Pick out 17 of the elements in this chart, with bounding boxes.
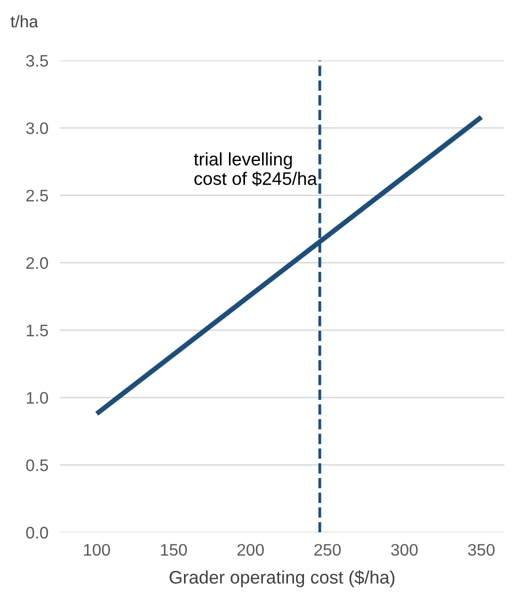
x-tick-label: 200 (238, 544, 264, 556)
x-tick-label: 100 (84, 544, 110, 556)
x-tick-label: 250 (314, 544, 341, 556)
y-tick-label: 2.0 (26, 257, 48, 269)
x-axis-title: Grader operating cost ($/ha) (170, 570, 394, 588)
ref-line-label: trial levelling cost of $245/ha (194, 152, 318, 186)
y-tick-label: 0.0 (26, 526, 48, 539)
x-tick-label: 350 (468, 544, 495, 556)
y-axis-title: t/ha (10, 15, 38, 28)
y-tick-label: 0.5 (26, 459, 48, 472)
y-tick-label: 3.0 (26, 122, 48, 134)
y-tick-label: 1.0 (26, 392, 48, 404)
x-tick-label: 300 (391, 544, 418, 556)
y-tick-label: 2.5 (26, 190, 48, 202)
x-tick-label: 150 (161, 544, 187, 556)
y-tick-label: 1.5 (26, 324, 48, 336)
y-tick-label: 3.5 (26, 54, 48, 67)
